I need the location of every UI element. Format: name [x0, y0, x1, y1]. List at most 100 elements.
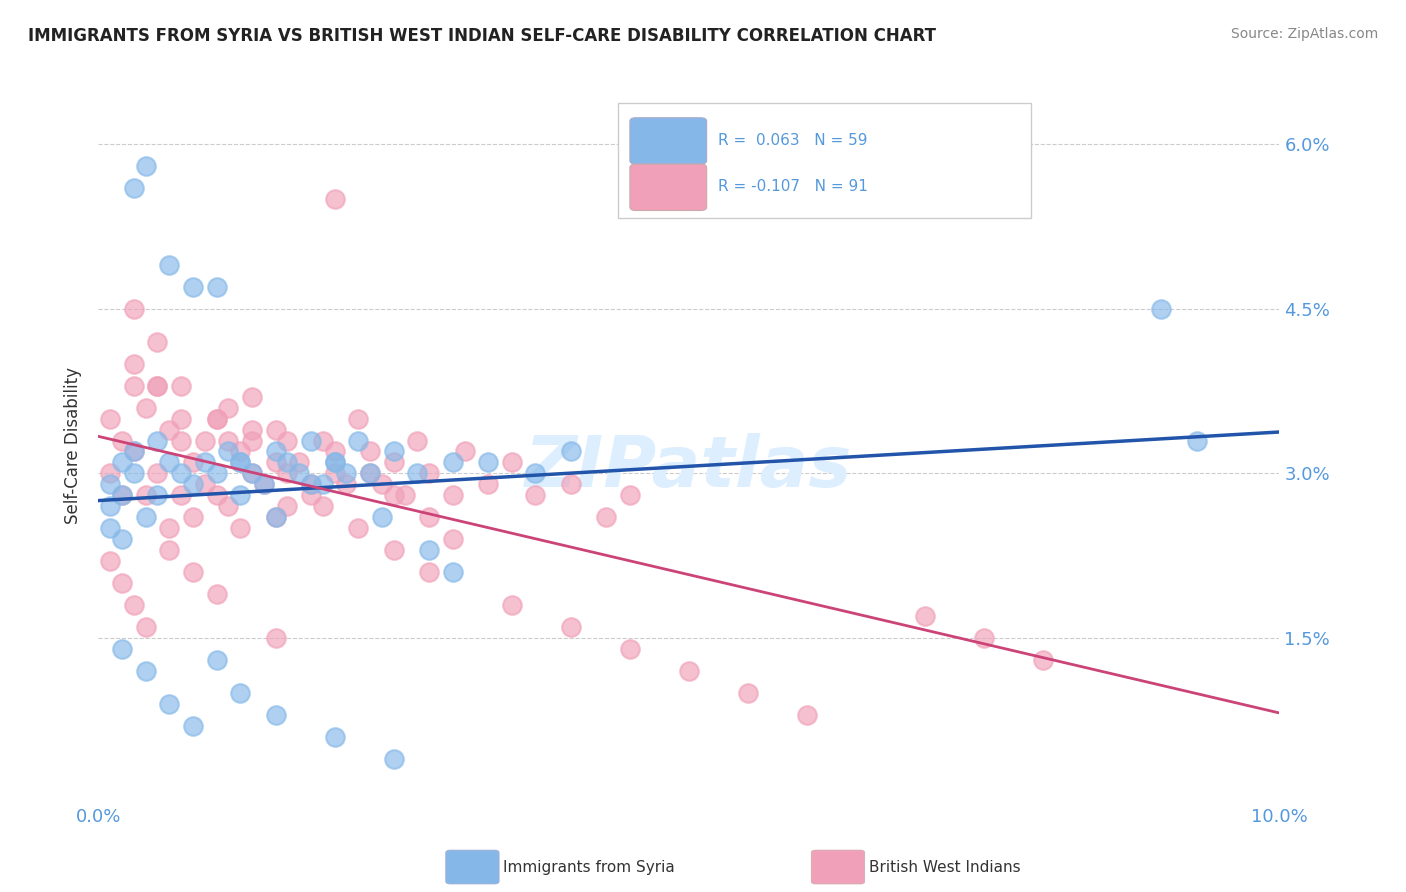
FancyBboxPatch shape [619, 103, 1032, 218]
Point [323, 467, 346, 481]
Point [560, 444, 582, 458]
Point [111, 455, 134, 469]
Point [418, 510, 440, 524]
Point [157, 521, 180, 535]
Point [299, 488, 322, 502]
Point [217, 434, 239, 448]
Point [111, 488, 134, 502]
Point [111, 488, 134, 502]
Point [157, 258, 180, 272]
Point [524, 467, 547, 481]
Point [98, 521, 121, 535]
Point [122, 301, 145, 316]
Point [205, 587, 228, 601]
Point [501, 455, 523, 469]
Point [217, 444, 239, 458]
Point [359, 467, 381, 481]
Point [595, 510, 617, 524]
Point [229, 686, 252, 700]
Point [122, 181, 145, 195]
Text: IMMIGRANTS FROM SYRIA VS BRITISH WEST INDIAN SELF-CARE DISABILITY CORRELATION CH: IMMIGRANTS FROM SYRIA VS BRITISH WEST IN… [28, 27, 936, 45]
Point [560, 477, 582, 491]
Point [181, 455, 204, 469]
Point [619, 488, 641, 502]
Point [229, 521, 252, 535]
Point [347, 434, 370, 448]
Point [737, 686, 759, 700]
Point [453, 444, 475, 458]
Point [205, 653, 228, 667]
Point [205, 411, 228, 425]
Point [1150, 301, 1173, 316]
Point [264, 631, 287, 645]
Point [122, 378, 145, 392]
Point [135, 664, 157, 678]
Point [229, 488, 252, 502]
Point [135, 159, 157, 173]
Point [111, 576, 134, 591]
Point [240, 467, 263, 481]
Text: ZIPatlas: ZIPatlas [526, 433, 852, 502]
Text: R =  0.063   N = 59: R = 0.063 N = 59 [718, 133, 868, 148]
Point [418, 543, 440, 558]
Point [323, 455, 346, 469]
Point [240, 434, 263, 448]
Point [678, 664, 700, 678]
Text: British West Indians: British West Indians [869, 860, 1021, 874]
Point [181, 719, 204, 733]
Point [264, 708, 287, 723]
Point [135, 620, 157, 634]
Point [170, 488, 193, 502]
Point [441, 455, 464, 469]
Point [335, 467, 357, 481]
Point [205, 411, 228, 425]
Point [181, 477, 204, 491]
Point [205, 488, 228, 502]
Point [135, 488, 157, 502]
Point [299, 434, 322, 448]
Point [181, 566, 204, 580]
Point [1032, 653, 1054, 667]
Point [323, 444, 346, 458]
Point [560, 620, 582, 634]
Point [205, 467, 228, 481]
Point [181, 510, 204, 524]
Point [288, 467, 311, 481]
Point [359, 444, 381, 458]
Point [157, 543, 180, 558]
Point [217, 500, 239, 514]
Point [135, 510, 157, 524]
Point [240, 423, 263, 437]
Point [240, 390, 263, 404]
Point [194, 434, 217, 448]
Point [371, 477, 394, 491]
Point [1185, 434, 1208, 448]
Point [394, 488, 416, 502]
Point [194, 477, 217, 491]
Point [157, 455, 180, 469]
Point [796, 708, 818, 723]
Point [98, 477, 121, 491]
Point [335, 477, 357, 491]
Point [122, 598, 145, 612]
Point [217, 401, 239, 415]
Point [253, 477, 276, 491]
Point [253, 477, 276, 491]
Point [619, 642, 641, 657]
Point [382, 455, 405, 469]
Point [382, 543, 405, 558]
Point [229, 444, 252, 458]
Point [146, 488, 169, 502]
Point [146, 378, 169, 392]
Text: Source: ZipAtlas.com: Source: ZipAtlas.com [1230, 27, 1378, 41]
Point [276, 467, 298, 481]
Point [170, 378, 193, 392]
Point [98, 554, 121, 568]
Point [98, 467, 121, 481]
Text: R = -0.107   N = 91: R = -0.107 N = 91 [718, 179, 869, 194]
Point [382, 752, 405, 766]
Point [299, 477, 322, 491]
Point [146, 467, 169, 481]
Point [347, 411, 370, 425]
Point [146, 378, 169, 392]
